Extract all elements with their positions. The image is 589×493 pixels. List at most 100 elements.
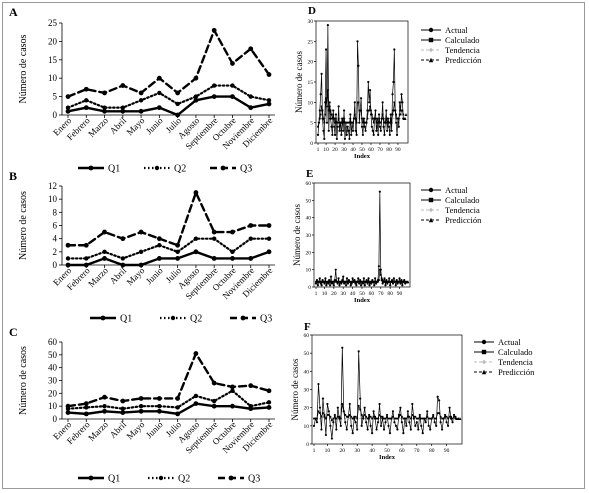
data-point-actual bbox=[370, 282, 373, 285]
data-point-calculado bbox=[414, 415, 417, 418]
data-point-actual bbox=[381, 282, 384, 285]
data-point-calculado bbox=[337, 280, 340, 283]
data-point-actual bbox=[355, 284, 358, 287]
data-point-q1 bbox=[65, 262, 71, 268]
data-point-actual bbox=[329, 275, 333, 278]
data-point-q3 bbox=[266, 388, 272, 394]
data-point-calculado bbox=[374, 280, 377, 283]
data-point-actual bbox=[400, 93, 403, 96]
data-point-calculado bbox=[325, 97, 327, 100]
data-point-q1 bbox=[193, 97, 199, 103]
data-point-actual bbox=[341, 346, 344, 349]
data-point-actual bbox=[345, 277, 349, 280]
data-point-actual bbox=[399, 406, 402, 409]
data-point-q3 bbox=[211, 229, 217, 235]
data-point-q1 bbox=[211, 403, 217, 409]
data-point-calculado bbox=[444, 415, 447, 418]
data-point-actual bbox=[336, 282, 339, 285]
data-point-actual bbox=[355, 133, 358, 136]
data-point-q2 bbox=[138, 98, 144, 103]
data-point-actual bbox=[406, 410, 409, 413]
data-point-q2 bbox=[211, 83, 217, 88]
data-point-actual bbox=[418, 413, 421, 417]
data-point-actual bbox=[354, 129, 357, 132]
data-point-actual bbox=[375, 280, 379, 283]
data-point-actual bbox=[375, 428, 378, 431]
data-point-actual bbox=[322, 129, 325, 132]
data-point-actual bbox=[379, 129, 382, 132]
data-point-actual bbox=[374, 109, 377, 112]
x-tick-label: 60 bbox=[369, 291, 375, 297]
data-point-actual bbox=[328, 101, 331, 104]
data-point-actual bbox=[339, 280, 342, 283]
data-point-q3 bbox=[248, 46, 254, 52]
data-point-actual bbox=[396, 282, 399, 285]
data-point-actual bbox=[319, 282, 322, 285]
data-point-q3 bbox=[266, 72, 272, 77]
legend-label: Actual bbox=[445, 25, 468, 35]
data-point-actual bbox=[368, 89, 372, 92]
data-point-actual bbox=[324, 277, 327, 280]
data-point-actual bbox=[347, 129, 350, 132]
series-line-q1 bbox=[66, 250, 271, 267]
data-point-actual bbox=[400, 421, 403, 424]
data-point-calculado bbox=[342, 280, 345, 283]
data-point-q1 bbox=[248, 256, 254, 261]
data-point-q1 bbox=[211, 256, 217, 261]
data-point-actual bbox=[449, 417, 453, 420]
data-point-calculado bbox=[438, 412, 441, 415]
data-point-actual bbox=[372, 410, 375, 413]
data-point-calculado bbox=[378, 414, 381, 416]
data-point-actual bbox=[350, 282, 353, 285]
data-point-actual bbox=[403, 417, 406, 420]
panel-f: F 0 10 20 30 40 50 60 1 10 20 30 40 50 60 70 80 90 Index Nú… bbox=[290, 321, 535, 461]
data-point-actual bbox=[369, 424, 372, 427]
legend-marker bbox=[240, 315, 246, 321]
data-point-calculado bbox=[381, 113, 384, 116]
data-point-q3 bbox=[248, 223, 254, 228]
data-point-actual bbox=[356, 428, 359, 431]
data-point-q2 bbox=[102, 105, 107, 110]
legend-marker-square bbox=[428, 197, 434, 203]
data-point-actual bbox=[442, 417, 445, 420]
data-point-actual bbox=[312, 424, 316, 427]
legend-marker-square bbox=[481, 349, 487, 355]
data-point-actual bbox=[325, 121, 329, 124]
panel-letter: B bbox=[9, 169, 17, 183]
data-point-calculado bbox=[447, 417, 449, 420]
data-point-actual bbox=[408, 421, 411, 424]
data-point-calculado bbox=[313, 417, 315, 420]
data-point-calculado bbox=[353, 415, 356, 418]
data-point-actual bbox=[386, 129, 389, 132]
data-point-actual bbox=[333, 125, 336, 128]
data-point-actual bbox=[371, 278, 374, 282]
data-point-actual bbox=[385, 413, 389, 417]
data-point-calculado bbox=[342, 121, 345, 124]
data-point-actual bbox=[316, 284, 319, 287]
data-point-calculado bbox=[393, 417, 396, 420]
data-point-actual bbox=[396, 428, 399, 431]
data-point-actual bbox=[341, 117, 344, 120]
data-point-calculado bbox=[369, 415, 372, 418]
data-point-q2 bbox=[248, 94, 253, 99]
data-point-calculado bbox=[341, 403, 344, 405]
data-point-calculado bbox=[435, 417, 438, 420]
y-tick-label: 50 bbox=[306, 198, 312, 204]
data-point-actual bbox=[352, 280, 355, 283]
data-point-q3 bbox=[120, 236, 126, 242]
data-point-q1 bbox=[65, 410, 71, 415]
data-point-actual bbox=[359, 278, 362, 282]
data-point-actual bbox=[385, 109, 388, 112]
y-tick-label: 30 bbox=[308, 19, 314, 25]
data-point-actual bbox=[382, 280, 385, 283]
data-point-actual bbox=[380, 278, 383, 282]
data-point-actual bbox=[317, 121, 320, 124]
x-tick-label: 10 bbox=[323, 147, 329, 153]
data-point-actual bbox=[314, 282, 318, 285]
y-tick-label: 40 bbox=[304, 369, 310, 375]
data-point-q1 bbox=[230, 256, 235, 261]
data-point-actual bbox=[387, 280, 390, 283]
data-point-actual bbox=[315, 278, 319, 282]
data-point-q2 bbox=[175, 101, 180, 107]
